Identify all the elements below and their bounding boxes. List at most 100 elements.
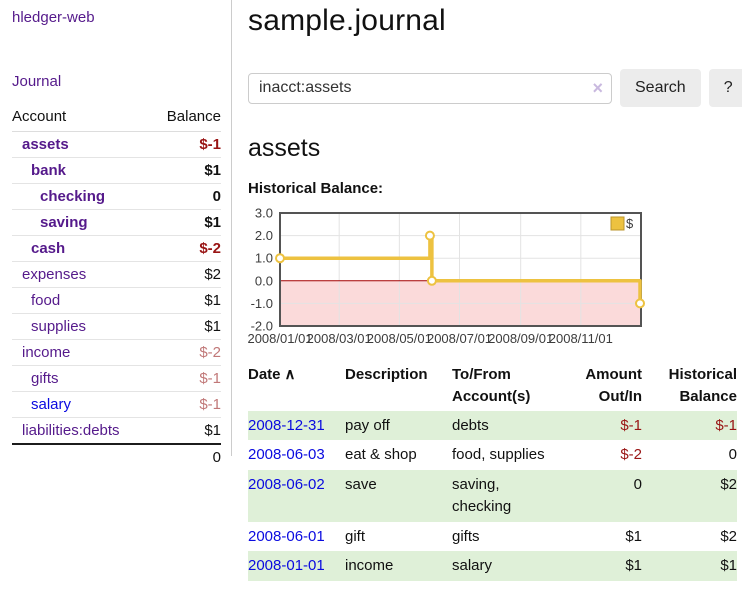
- transaction-date-link[interactable]: 2008-06-02: [248, 476, 325, 493]
- transaction-date-link[interactable]: 2008-06-03: [248, 446, 325, 464]
- register-header-row: Date ∧ Description To/From Account(s) Amo…: [248, 361, 737, 411]
- account-balance: $1: [150, 157, 221, 184]
- y-tick-label: 0.0: [255, 273, 273, 288]
- transaction-date-link[interactable]: 2008-01-01: [248, 557, 325, 575]
- sidebar-item-journal[interactable]: Journal: [12, 73, 62, 90]
- account-link[interactable]: assets: [22, 136, 69, 153]
- transaction-balance: $2: [720, 527, 737, 545]
- data-point: [426, 275, 437, 286]
- account-balance: $-2: [150, 235, 221, 262]
- x-tick-label: 2008/09/01: [488, 331, 553, 346]
- account-link[interactable]: cash: [31, 240, 66, 257]
- register-row: 2008-06-02 save saving, checking 0 $2: [248, 470, 737, 522]
- transaction-balance: $1: [720, 557, 737, 575]
- y-tick-label: -1.0: [251, 296, 273, 311]
- transaction-date-link[interactable]: 2008-06-01: [248, 527, 325, 545]
- accounts-header-balance: Balance: [150, 105, 221, 132]
- x-tick-label: 2008/07/01: [427, 331, 492, 346]
- register-header-accounts: To/From Account(s): [452, 366, 531, 405]
- account-link[interactable]: supplies: [31, 318, 87, 335]
- account-balance: $1: [150, 313, 221, 340]
- transaction-amount: $-1: [620, 416, 642, 434]
- account-row: checking 0: [12, 183, 221, 210]
- account-cell: liabilities:debts: [12, 417, 151, 445]
- search-button[interactable]: Search: [620, 69, 701, 107]
- account-cell: saving: [12, 209, 151, 236]
- transaction-description: pay off: [345, 416, 390, 434]
- account-cell: gifts: [12, 365, 151, 392]
- register-header-balance: Historical Balance: [668, 366, 737, 405]
- transaction-accounts: saving, checking: [452, 476, 512, 515]
- accounts-header-account: Account: [12, 105, 151, 132]
- register-row: 2008-06-01 gift gifts $1 $2: [248, 522, 737, 552]
- account-link[interactable]: food: [31, 292, 61, 309]
- account-balance: $-1: [150, 391, 221, 418]
- transaction-accounts: debts: [452, 416, 489, 434]
- sort-asc-icon: ∧: [284, 366, 296, 383]
- register-row: 2008-06-03 eat & shop food, supplies $-2 0: [248, 440, 737, 470]
- x-tick-label: 2008/01/01: [247, 331, 312, 346]
- transaction-balance: $2: [720, 476, 737, 493]
- account-link[interactable]: gifts: [31, 370, 59, 387]
- account-balance: $1: [150, 287, 221, 314]
- accounts-header-row: Account Balance: [12, 105, 221, 132]
- register-row: 2008-12-31 pay off debts $-1 $-1: [248, 410, 737, 441]
- account-link[interactable]: liabilities:debts: [22, 422, 120, 439]
- accounts-table: Account Balance assets $-1 bank $1 checking 0…: [12, 105, 221, 470]
- clear-search-icon[interactable]: ×: [592, 78, 603, 98]
- transaction-description: gift: [345, 527, 366, 545]
- account-cell: salary: [12, 391, 151, 418]
- accounts-total-value: 0: [150, 443, 221, 470]
- account-row: supplies $1: [12, 313, 221, 340]
- register-header-description: Description: [345, 366, 428, 383]
- transaction-date-cell: 2008-06-01: [248, 522, 345, 552]
- app-title-link[interactable]: hledger-web: [12, 9, 95, 26]
- transaction-date-cell: 2008-01-01: [248, 551, 345, 581]
- y-tick-label: 1.0: [255, 251, 273, 266]
- y-tick-label: 3.0: [255, 206, 273, 221]
- account-balance: 0: [150, 183, 221, 210]
- account-cell: bank: [12, 157, 151, 184]
- account-row: expenses $2: [12, 261, 221, 288]
- account-row: assets $-1: [12, 131, 221, 158]
- account-cell: expenses: [12, 261, 151, 288]
- account-link[interactable]: expenses: [22, 266, 87, 283]
- accounts-total-row: 0: [12, 443, 221, 470]
- transaction-amount: $-2: [620, 446, 642, 464]
- account-cell: checking: [12, 183, 151, 210]
- account-link[interactable]: saving: [40, 214, 88, 231]
- historical-balance-chart: 3.0 2.0 1.0 0.0 -1.0 -2.02008/01/012008/03/01…: [247, 206, 646, 346]
- transaction-balance: $-1: [715, 416, 737, 434]
- account-heading: assets: [248, 134, 321, 162]
- account-link[interactable]: bank: [31, 162, 67, 179]
- transaction-date-cell: 2008-12-31: [248, 411, 345, 441]
- search-input[interactable]: [248, 72, 612, 104]
- data-point: [424, 230, 435, 241]
- transaction-date-cell: 2008-06-02: [248, 470, 345, 522]
- transaction-amount: 0: [633, 476, 642, 493]
- transaction-amount: $1: [625, 557, 642, 575]
- transaction-date-link[interactable]: 2008-12-31: [248, 416, 325, 434]
- transaction-accounts: food, supplies: [452, 446, 545, 464]
- account-balance: $2: [150, 261, 221, 288]
- transaction-accounts: gifts: [452, 527, 480, 545]
- account-link[interactable]: salary: [31, 396, 72, 413]
- search-box: ×: [248, 72, 612, 104]
- register-table: Date ∧ Description To/From Account(s) Amo…: [248, 361, 737, 581]
- account-link[interactable]: checking: [40, 188, 106, 205]
- account-cell: cash: [12, 235, 151, 262]
- data-point: [635, 298, 646, 309]
- account-balance: $-2: [150, 339, 221, 366]
- help-button[interactable]: ?: [708, 69, 742, 107]
- plot-border: [279, 212, 642, 327]
- y-tick-label: -2.0: [251, 319, 273, 334]
- account-row: gifts $-1: [12, 365, 221, 392]
- legend-swatch: [610, 216, 625, 231]
- account-link[interactable]: income: [22, 344, 71, 361]
- transaction-balance: 0: [728, 446, 737, 464]
- search-form: × Search ?: [248, 69, 742, 107]
- transaction-description: income: [345, 557, 394, 575]
- register-header-date[interactable]: Date ∧: [248, 366, 296, 383]
- account-row: cash $-2: [12, 235, 221, 262]
- legend-label: $: [626, 216, 634, 231]
